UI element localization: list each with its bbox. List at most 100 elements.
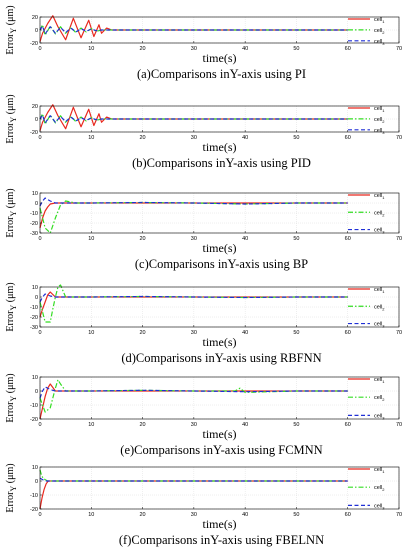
x-tick-label: 70: [396, 330, 402, 336]
plot-area: [40, 377, 399, 419]
y-axis-label: ErrorY (μm): [5, 5, 18, 54]
x-tick-label: 70: [396, 236, 402, 242]
y-tick-label: -10: [30, 493, 38, 499]
y-tick-label: -20: [30, 221, 38, 227]
x-tick-label: 0: [38, 135, 41, 141]
x-tick-label: 70: [396, 46, 402, 52]
x-tick-label: 60: [345, 46, 351, 52]
chart-panel-3: 0 10 20 30 40 50 60 70 -30 -20 -10 0 10 time(s) ErrorY…: [5, 188, 402, 271]
x-tick-label: 20: [140, 330, 146, 336]
x-tick-label: 50: [293, 46, 299, 52]
y-tick-label: 0: [35, 479, 38, 485]
panel-caption: (b)Comparisons inY-axis using PID: [132, 156, 311, 170]
plot-area: [40, 193, 399, 233]
x-tick-label: 60: [345, 236, 351, 242]
x-tick-label: 40: [242, 135, 248, 141]
y-tick-label: 0: [35, 389, 38, 395]
legend-label: cell1: [374, 377, 385, 384]
y-tick-label: -20: [30, 507, 38, 513]
x-tick-label: 50: [293, 236, 299, 242]
legend-label: cell2: [374, 485, 385, 492]
x-tick-label: 30: [191, 46, 197, 52]
legend-label: cell2: [374, 28, 385, 35]
legend-label: cell1: [374, 17, 385, 24]
series-line-cell-3: [39, 114, 348, 124]
x-tick-label: 30: [191, 330, 197, 336]
legend-label: cell3: [374, 39, 385, 46]
x-tick-label: 20: [140, 236, 146, 242]
legend-label: cell2: [374, 210, 385, 217]
plot-area: [40, 467, 399, 509]
axes-frame: [39, 466, 400, 510]
x-tick-label: 30: [191, 135, 197, 141]
axes-frame: [39, 376, 400, 420]
x-tick-label: 70: [396, 135, 402, 141]
x-tick-label: 60: [345, 512, 351, 518]
legend-label: cell3: [374, 228, 385, 235]
series-line-cell-3: [39, 386, 348, 399]
y-tick-label: -30: [30, 231, 38, 237]
x-tick-label: 10: [88, 512, 94, 518]
x-tick-label: 60: [345, 135, 351, 141]
y-tick-label: 10: [32, 375, 38, 381]
x-tick-label: 0: [38, 422, 41, 428]
y-axis-label: ErrorY (μm): [5, 94, 18, 143]
legend-label: cell1: [374, 287, 385, 294]
x-tick-label: 30: [191, 236, 197, 242]
y-tick-label: -10: [30, 305, 38, 311]
x-axis-label: time(s): [203, 140, 237, 154]
chart-panel-4: 0 10 20 30 40 50 60 70 -30 -20 -10 0 10 time(s) ErrorY…: [5, 282, 402, 365]
x-tick-label: 0: [38, 46, 41, 52]
panel-caption: (f)Comparisons inY-axis using FBELNN: [119, 533, 324, 547]
y-tick-label: 20: [32, 15, 38, 21]
y-tick-label: 0: [35, 201, 38, 207]
panel-caption: (a)Comparisons inY-axis using PI: [137, 67, 306, 81]
y-tick-label: -20: [30, 315, 38, 321]
x-tick-label: 40: [242, 46, 248, 52]
legend-label: cell2: [374, 395, 385, 402]
legend-label: cell1: [374, 106, 385, 113]
chart-panel-5: 0 10 20 30 40 50 60 70 -20 -10 0 10 time(s) ErrorY (μ…: [5, 373, 402, 457]
chart-panel-6: 0 10 20 30 40 50 60 70 -20 -10 0 10 time(s) ErrorY (μ…: [5, 463, 402, 547]
x-tick-label: 10: [88, 236, 94, 242]
legend-label: cell2: [374, 117, 385, 124]
x-tick-label: 70: [396, 512, 402, 518]
y-tick-label: 0: [35, 295, 38, 301]
x-tick-label: 50: [293, 512, 299, 518]
x-axis-label: time(s): [203, 335, 237, 349]
x-tick-label: 50: [293, 135, 299, 141]
y-tick-label: -10: [30, 211, 38, 217]
x-tick-label: 0: [38, 512, 41, 518]
y-axis-label: ErrorY (μm): [5, 188, 18, 237]
x-tick-label: 60: [345, 330, 351, 336]
x-tick-label: 20: [140, 46, 146, 52]
x-tick-label: 40: [242, 422, 248, 428]
series-line-cell-2: [39, 469, 348, 482]
y-axis-label: ErrorY (μm): [5, 463, 18, 512]
x-tick-label: 60: [345, 422, 351, 428]
legend-label: cell3: [374, 128, 385, 135]
panel-caption: (c)Comparisons inY-axis using BP: [135, 257, 308, 271]
x-axis-label: time(s): [203, 427, 237, 441]
y-tick-label: 0: [35, 117, 38, 123]
legend-label: cell1: [374, 193, 385, 200]
x-tick-label: 40: [242, 236, 248, 242]
x-axis-label: time(s): [203, 517, 237, 531]
x-tick-label: 30: [191, 512, 197, 518]
x-tick-label: 10: [88, 422, 94, 428]
x-tick-label: 70: [396, 422, 402, 428]
series-line-cell-3: [39, 25, 348, 35]
x-tick-label: 0: [38, 330, 41, 336]
legend-label: cell1: [374, 467, 385, 474]
y-tick-label: 10: [32, 191, 38, 197]
y-tick-label: -20: [30, 130, 38, 136]
y-tick-label: -20: [30, 417, 38, 423]
series-line-cell-3: [39, 293, 348, 303]
legend-label: cell3: [374, 503, 385, 510]
x-axis-label: time(s): [203, 241, 237, 255]
series-line-cell-3: [39, 197, 348, 207]
series-line-cell-2: [39, 284, 348, 323]
y-tick-label: 10: [32, 285, 38, 291]
